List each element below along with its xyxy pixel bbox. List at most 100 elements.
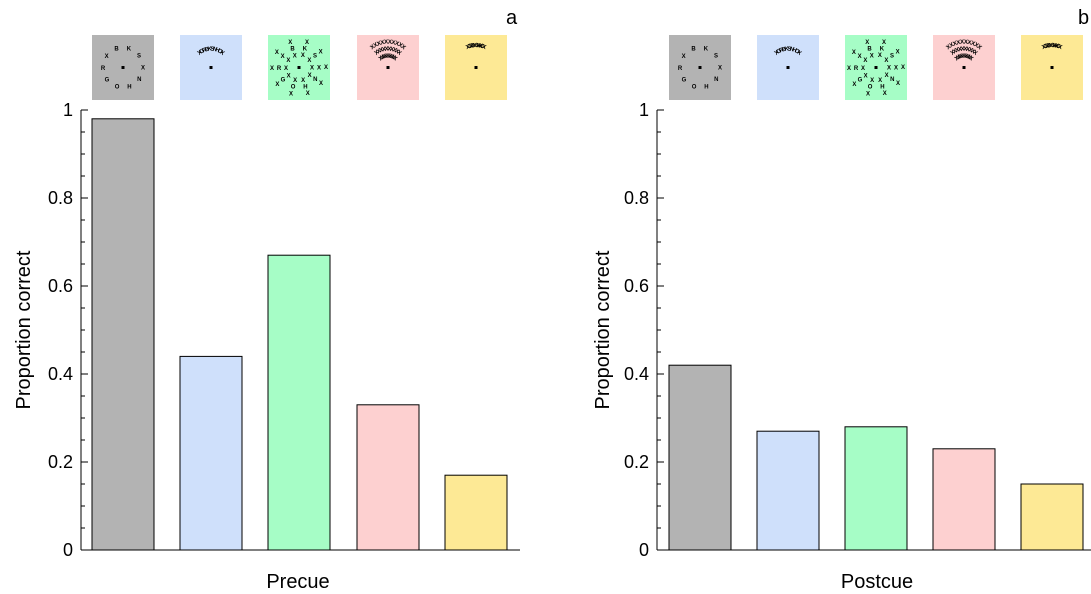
stimulus-letter: X — [305, 40, 309, 46]
stimulus-letter: X — [395, 50, 402, 57]
stimulus-letter: X — [218, 50, 225, 57]
stimulus-letter: K — [704, 46, 709, 52]
stimulus-letter: N — [890, 77, 894, 83]
stimulus-letter: X — [383, 53, 388, 60]
stimulus-letter: X — [105, 54, 109, 60]
stimulus-letter: B — [867, 47, 872, 53]
stimulus-letter: X — [379, 47, 385, 54]
stimulus-letter: H — [791, 47, 797, 54]
panel-a-x-axis-title: Precue — [266, 571, 329, 593]
stimulus-letter: X — [960, 47, 964, 53]
stimulus-letter: X — [884, 58, 888, 64]
stimulus-letter: X — [718, 65, 722, 71]
stimulus-letter: O — [793, 48, 800, 56]
fixation-dot — [297, 66, 301, 69]
stimulus-letter: B — [1047, 43, 1053, 50]
stimulus-letter: X — [301, 78, 305, 84]
stimulus-letter: X — [387, 47, 391, 53]
fixation-dot — [874, 66, 878, 69]
stimulus-letter: X — [307, 58, 311, 64]
stimulus-letter: X — [901, 65, 905, 71]
stimulus-letter: H — [303, 85, 307, 91]
panel-a-y-tick-label: 0.6 — [48, 276, 73, 296]
stimulus-letter: O — [115, 85, 120, 91]
stimulus-letter: S — [313, 54, 317, 60]
stimulus-letter: X — [950, 50, 957, 57]
stimulus-letter: G — [199, 48, 206, 56]
fixation-dot — [386, 66, 390, 69]
panel-b-y-ticks: 0 0.2 0.4 0.6 0.8 1 — [624, 100, 664, 560]
stimulus-letter: G — [467, 43, 474, 50]
stimulus-letter: X — [275, 50, 279, 56]
panel-b-y-tick-label: 0.4 — [624, 364, 649, 384]
stimulus-letter: X — [289, 91, 293, 97]
stimulus-letter: X — [391, 55, 398, 62]
panel-a-bar-3 — [267, 254, 331, 551]
stimulus-letter: G — [858, 78, 863, 84]
stimulus-letter: G — [776, 48, 783, 56]
stimulus-letter: H — [880, 85, 884, 91]
panel-a-bars — [91, 118, 508, 551]
stimulus-letter: X — [883, 91, 887, 97]
stimulus-letter: R — [101, 66, 106, 72]
stimulus-letter: X — [682, 54, 686, 60]
stimulus-letter: G — [1043, 43, 1050, 50]
stimulus-letter: S — [475, 43, 479, 49]
stimulus-letter: K — [880, 46, 885, 52]
stimulus-letter: X — [1057, 44, 1063, 51]
stimulus-letter: B — [114, 47, 119, 53]
stimulus-letter: X — [965, 54, 971, 61]
stimulus-letter: X — [894, 65, 898, 71]
stimulus-letter: X — [971, 50, 978, 57]
panel-a-y-tick-label: 1 — [63, 100, 73, 120]
stimulus-letter: X — [878, 53, 882, 59]
panel-a-bar-4 — [356, 404, 420, 551]
stimulus-letter: X — [954, 55, 961, 62]
stimulus-letter: K — [207, 46, 212, 52]
stimulus-letter: X — [965, 47, 970, 54]
stimulus-letter: X — [391, 47, 397, 54]
stimulus-letter: N — [1052, 43, 1057, 49]
stimulus-letter: X — [865, 40, 869, 46]
stimulus-letter: G — [105, 78, 110, 84]
stimulus-letter: N — [789, 47, 795, 54]
panel-a-bar-5 — [444, 474, 508, 551]
stimulus-letter: X — [858, 54, 862, 60]
stimulus-letter: X — [388, 53, 393, 60]
stimulus-letter: X — [394, 41, 400, 48]
stimulus-letter: X — [281, 54, 285, 60]
stimulus-letter: X — [896, 49, 900, 55]
stimulus-letter: X — [852, 82, 856, 88]
stimulus-letter: R — [277, 66, 282, 72]
stimulus-letter: X — [964, 40, 968, 46]
stimulus-letter: H — [214, 47, 220, 54]
stimulus-letter: X — [387, 53, 391, 59]
stimulus-letter: N — [313, 77, 317, 83]
stimulus-letter: B — [781, 46, 787, 53]
stimulus-letter: X — [384, 40, 388, 46]
stimulus-letter: X — [384, 47, 388, 53]
stimulus-letter: X — [952, 48, 958, 55]
panel-b-bar-2 — [756, 430, 820, 551]
stimulus-letter: X — [286, 58, 290, 64]
stimulus-letter: X — [270, 66, 274, 72]
stimulus-letter: X — [969, 48, 975, 55]
stimulus-letter: S — [787, 47, 791, 53]
stimulus-letter: G — [682, 78, 687, 84]
stimulus-letter: O — [291, 85, 296, 91]
stimulus-letter: X — [380, 40, 385, 47]
stimulus-letter: S — [1051, 43, 1055, 49]
fixation-dot — [698, 66, 702, 69]
stimulus-letter: X — [852, 50, 856, 56]
stimulus-letter: R — [1045, 43, 1051, 50]
stimulus-letter: K — [784, 46, 789, 52]
fixation-dot — [121, 66, 125, 69]
stimulus-letter: R — [469, 43, 475, 50]
stimulus-letter: X — [287, 73, 291, 79]
panel-a-y-axis-title: Proportion correct — [13, 250, 35, 409]
